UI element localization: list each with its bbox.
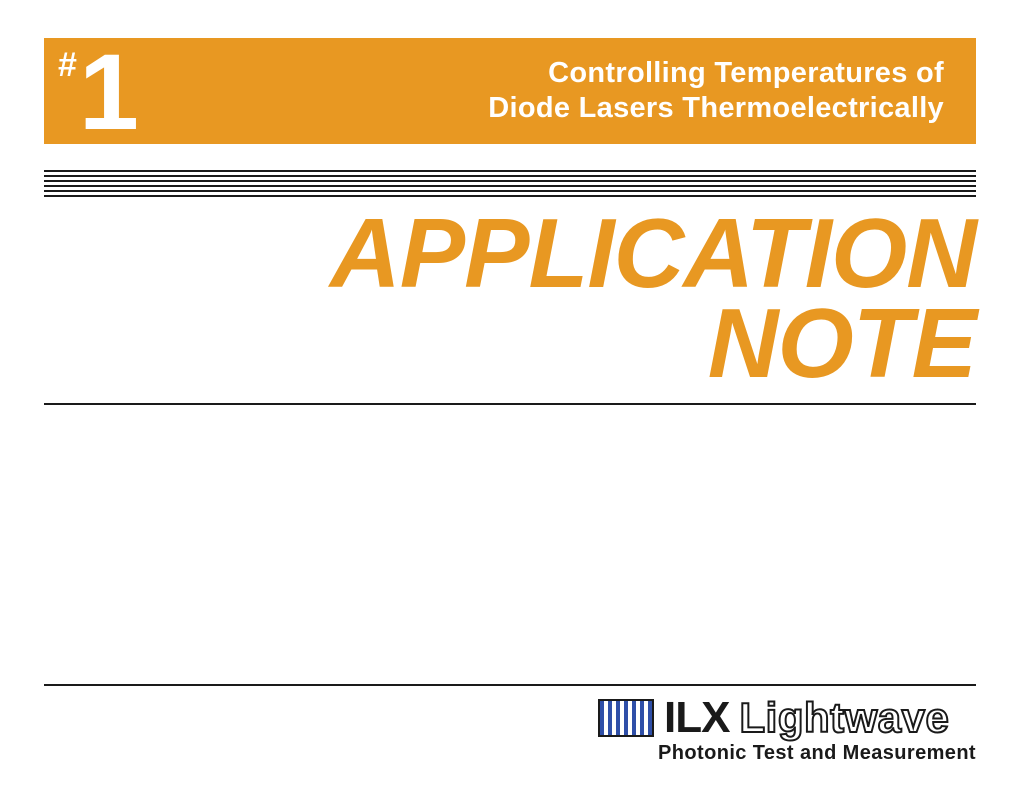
logo-row: ILX Lightwave (598, 696, 949, 740)
rule-mid (44, 403, 976, 405)
note-title: Controlling Temperatures of Diode Lasers… (157, 38, 976, 144)
headline: APPLICATION NOTE (44, 208, 976, 388)
footer-logo: ILX Lightwave Photonic Test and Measurem… (598, 696, 976, 765)
rule-footer (44, 684, 976, 686)
logo-mark-icon (598, 699, 654, 737)
headline-line-2: NOTE (44, 298, 976, 388)
title-line-1: Controlling Temperatures of (488, 56, 944, 91)
title-line-2: Diode Lasers Thermoelectrically (488, 91, 944, 126)
rule-stack-top (44, 170, 976, 200)
note-number-block: # 1 (44, 38, 157, 144)
brand-sub: Lightwave (740, 697, 950, 739)
brand-tagline: Photonic Test and Measurement (598, 742, 976, 765)
hash-symbol: # (58, 48, 77, 82)
note-number: 1 (79, 44, 137, 139)
headline-line-1: APPLICATION (44, 208, 976, 298)
header-banner: # 1 Controlling Temperatures of Diode La… (44, 38, 976, 144)
brand-main: ILX (664, 696, 729, 740)
